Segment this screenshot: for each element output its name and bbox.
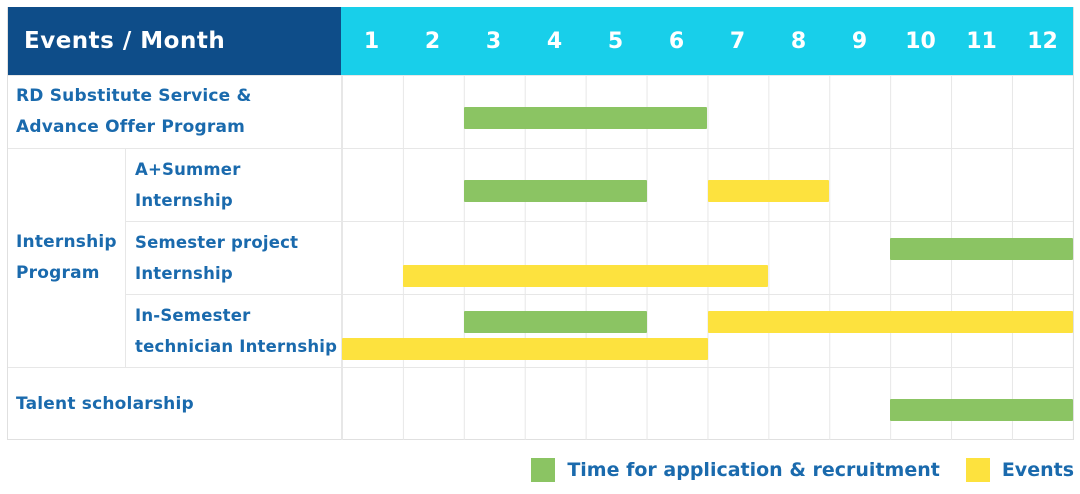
- row-chart-area-semester-project-internship: [341, 221, 1073, 294]
- table-row-rd-substitute-service: RD Substitute Service & Advance Offer Pro…: [8, 75, 1073, 148]
- month-header-row: 1 2 3 4 5 6 7 8 9 10 11 12: [341, 7, 1073, 75]
- legend: Time for application & recruitment Events: [531, 453, 1074, 487]
- row-label-line: Advance Offer Program: [16, 117, 246, 137]
- legend-label-application: Time for application & recruitment: [567, 459, 940, 481]
- month-label-9: 9: [851, 28, 868, 54]
- month-label-3: 3: [485, 28, 502, 54]
- month-label-12: 12: [1027, 28, 1058, 54]
- row-label-rd-substitute-service: RD Substitute Service & Advance Offer Pro…: [8, 75, 341, 148]
- row-label-line: In-Semester: [135, 306, 251, 325]
- row-label-line: Talent scholarship: [16, 393, 194, 414]
- row-label-line: Internship: [135, 191, 233, 210]
- month-label-6: 6: [668, 28, 685, 54]
- row-chart-area-in-semester-technician-internship: [341, 294, 1073, 367]
- row-label-in-semester-technician-internship: In-Semester technician Internship: [125, 294, 341, 367]
- table-row-talent-scholarship: Talent scholarship: [8, 367, 1073, 440]
- table-body: RD Substitute Service & Advance Offer Pro…: [8, 75, 1073, 440]
- application-bar: [463, 311, 647, 333]
- month-label-2: 2: [424, 28, 441, 54]
- table-row-in-semester-technician-internship: In-Semester technician Internship: [8, 294, 1073, 367]
- row-label-line: Semester project: [135, 233, 299, 252]
- events-bar: [402, 265, 769, 287]
- application-bar: [463, 180, 647, 202]
- row-label-line: technician Internship: [135, 337, 338, 356]
- group-label-internship-program: Internship Program: [8, 148, 125, 367]
- month-label-4: 4: [546, 28, 563, 54]
- legend-item-events: Events: [965, 458, 1074, 482]
- row-chart-area-talent-scholarship: [341, 367, 1073, 440]
- application-bar: [890, 238, 1073, 260]
- row-label-talent-scholarship: Talent scholarship: [8, 367, 341, 440]
- group-label-line: Internship: [16, 232, 117, 252]
- group-label-line: Program: [16, 263, 100, 283]
- row-label-line: Internship: [135, 264, 233, 283]
- legend-swatch-events: [965, 458, 990, 482]
- events-month-table: Events / Month 1 2 3 4 5 6 7 8 9 10 11 12 RD Substi…: [7, 7, 1074, 440]
- month-label-1: 1: [363, 28, 380, 54]
- events-month-label: Events / Month: [24, 28, 226, 54]
- legend-label-events: Events: [1001, 459, 1074, 481]
- month-label-11: 11: [966, 28, 997, 54]
- events-month-header-cell: Events / Month: [8, 7, 341, 75]
- row-chart-area-a-plus-summer-internship: [341, 148, 1073, 221]
- legend-item-application: Time for application & recruitment: [531, 458, 940, 482]
- month-label-8: 8: [790, 28, 807, 54]
- month-label-5: 5: [607, 28, 624, 54]
- row-label-line: RD Substitute Service &: [16, 86, 252, 106]
- events-bar: [707, 311, 1073, 333]
- table-row-a-plus-summer-internship: A+Summer Internship: [8, 148, 1073, 221]
- row-label-line: A+Summer: [135, 160, 241, 179]
- month-label-7: 7: [729, 28, 746, 54]
- row-label-semester-project-internship: Semester project Internship: [125, 221, 341, 294]
- row-chart-area-rd-substitute-service: [341, 75, 1073, 148]
- application-bar: [463, 107, 708, 129]
- legend-swatch-application: [531, 458, 556, 482]
- events-bar: [342, 338, 708, 360]
- application-bar: [890, 399, 1073, 421]
- month-label-10: 10: [905, 28, 936, 54]
- row-label-a-plus-summer-internship: A+Summer Internship: [125, 148, 341, 221]
- table-header-row: Events / Month 1 2 3 4 5 6 7 8 9 10 11 12: [8, 7, 1073, 75]
- table-row-semester-project-internship: Semester project Internship: [8, 221, 1073, 294]
- events-bar: [707, 180, 830, 202]
